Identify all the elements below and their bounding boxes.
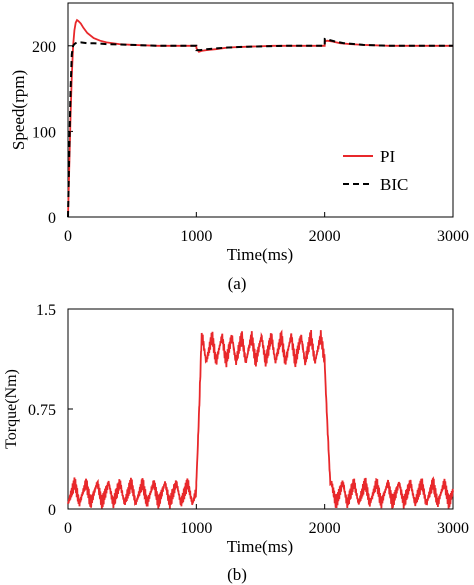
plot-frame-a: [67, 2, 454, 218]
y-tick-label: 0.75: [28, 402, 56, 419]
x-tick-label: 2000: [309, 520, 341, 537]
x-tick-label: 1000: [180, 520, 212, 537]
y-tick-label: 0: [48, 210, 56, 227]
torque-chart: 0 1000 2000 3000 0 0.75 1.5 Time(ms) Torque(N…: [3, 302, 469, 584]
x-tick-label: 3000: [437, 520, 469, 537]
y-tick-label: 0: [48, 502, 56, 519]
x-tick-label: 0: [64, 520, 72, 537]
y-tick-label: 100: [32, 124, 56, 141]
x-ticks-a: 0 1000 2000 3000: [64, 212, 469, 245]
series-a: [67, 18, 453, 218]
x-tick-label: 1000: [180, 228, 212, 245]
y-ticks-a: 0 100 200: [32, 39, 73, 227]
x-tick-label: 3000: [437, 228, 469, 245]
x-tick-label: 0: [64, 228, 72, 245]
x-axis-label-b: Time(ms): [227, 537, 293, 556]
series-line-bic: [67, 37, 453, 218]
legend-label-bic: BIC: [380, 175, 408, 194]
y-axis-label-b: Torque(Nm): [3, 369, 20, 449]
x-tick-label: 2000: [309, 228, 341, 245]
legend-label-pi: PI: [380, 147, 395, 166]
y-tick-label: 1.5: [36, 302, 56, 319]
caption-a: (a): [228, 274, 247, 293]
speed-chart: 0 1000 2000 3000 0 100 200 Time(ms) Speed(rpm…: [9, 2, 469, 293]
y-ticks-b: 0 0.75 1.5: [28, 302, 73, 519]
x-axis-label-a: Time(ms): [227, 245, 293, 264]
legend-a: PI BIC: [343, 147, 408, 194]
caption-b: (b): [227, 565, 247, 584]
series-line-torque-0: [67, 329, 454, 509]
y-tick-label: 200: [32, 39, 56, 56]
y-axis-label-a: Speed(rpm): [9, 70, 28, 150]
series-b: [67, 329, 454, 509]
x-ticks-b: 0 1000 2000 3000: [64, 504, 469, 537]
